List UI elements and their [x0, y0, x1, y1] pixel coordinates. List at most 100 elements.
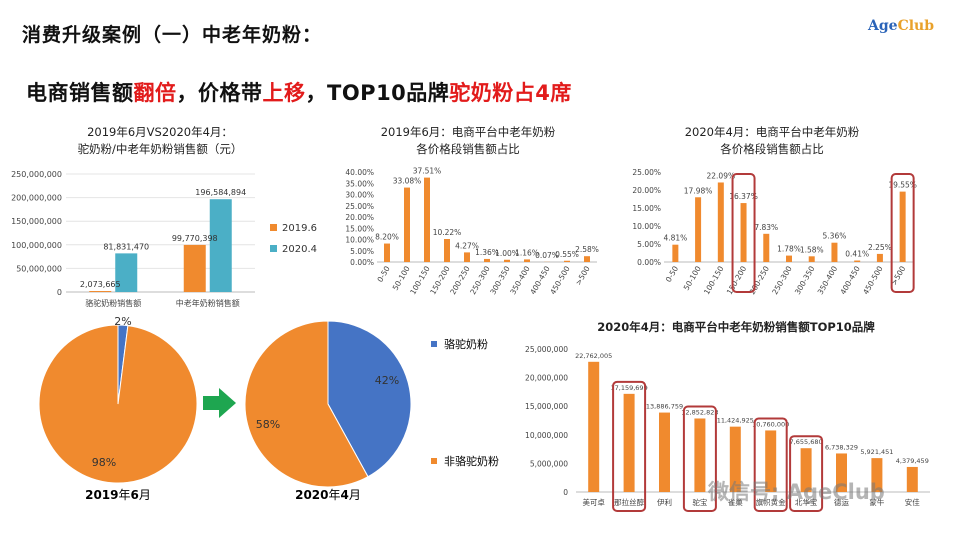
x-tick-label: 那拉丝醇	[614, 497, 644, 507]
pie-slice-label: 42%	[375, 374, 399, 387]
bar	[763, 233, 770, 262]
bar	[808, 256, 815, 262]
wechat-watermark: 微信号: AgeClub	[708, 476, 885, 506]
data-label: 11,424,925	[717, 417, 754, 425]
x-tick-label: 0-50	[375, 264, 391, 283]
data-label: 10,760,000	[752, 420, 789, 428]
data-label: 81,831,470	[103, 242, 149, 251]
bar	[871, 458, 883, 492]
chart-title-line-1: 2019年6月VS2020年4月：	[87, 125, 233, 139]
y-tick-label: 5,000,000	[530, 459, 568, 468]
data-label: 99,770,398	[172, 234, 218, 243]
data-label: 19.55%	[888, 181, 917, 190]
chart-title: 2020年4月：电商平台中老年奶粉销售额TOP10品牌	[597, 320, 875, 334]
x-tick-label: 0-50	[664, 264, 680, 283]
legend-label: 2019.6	[282, 223, 317, 234]
right-arrow-icon	[203, 388, 236, 418]
y-tick-label: 40.00%	[345, 168, 374, 177]
y-tick-label: 20.00%	[345, 213, 374, 222]
data-label: 12,852,823	[681, 408, 718, 416]
data-label: 10.22%	[433, 228, 462, 237]
data-label: 2.58%	[575, 245, 599, 254]
y-tick-label: 20.00%	[632, 186, 661, 195]
pie-legend: 骆驼奶粉 非骆驼奶粉	[431, 337, 499, 468]
data-label: 17,159,699	[610, 384, 647, 392]
bar	[800, 448, 812, 492]
y-tick-label: 0.00%	[637, 258, 661, 267]
y-tick-label: 25,000,000	[525, 345, 568, 354]
data-label: 8.20%	[375, 233, 399, 242]
bar	[729, 426, 741, 492]
data-label: 2,073,665	[80, 280, 121, 289]
x-tick-label: 伊利	[657, 497, 672, 507]
y-tick-label: 50,000,000	[16, 264, 62, 273]
pie-2020-caption: 2020年4月	[295, 488, 361, 502]
bar	[831, 242, 838, 262]
slide-title: 消费升级案例（一）中老年奶粉：	[22, 24, 323, 46]
bar	[424, 177, 430, 262]
bar	[876, 253, 883, 262]
x-tick-label: 350-400	[816, 264, 840, 296]
data-label: 22.09%	[707, 171, 736, 180]
bar	[623, 393, 635, 492]
price-2019-chart: 2019年6月：电商平台中老年奶粉 各价格段销售额占比 0.00% 5.00% 10…	[345, 125, 599, 296]
data-label: 33.08%	[393, 177, 422, 186]
y-tick-label: 0	[57, 288, 62, 297]
bar	[694, 418, 706, 492]
legend-label-noncamel: 非骆驼奶粉	[444, 454, 499, 468]
x-tick-label: 北华宝	[795, 497, 818, 507]
legend-label: 2020.4	[282, 244, 317, 255]
data-label: 22,762,005	[575, 352, 612, 360]
bar	[588, 361, 600, 492]
data-label: 2.25%	[868, 243, 892, 252]
x-tick-label: 驼宝	[692, 497, 707, 507]
y-tick-label: 10,000,000	[525, 431, 568, 440]
data-label: 7.83%	[754, 223, 778, 232]
highlight-box	[789, 435, 824, 512]
y-tick-label: 10.00%	[345, 236, 374, 245]
y-tick-label: 30.00%	[345, 191, 374, 200]
highlight-box	[890, 173, 915, 293]
data-label: 4.27%	[455, 241, 479, 250]
legend-swatch	[270, 224, 277, 231]
bar	[464, 252, 470, 262]
bar-2020.4	[115, 253, 138, 292]
bar	[524, 259, 530, 262]
data-label: 6,738,329	[825, 443, 858, 451]
data-label: 1.36%	[475, 248, 499, 257]
top10-brands-chart: 2020年4月：电商平台中老年奶粉销售额TOP10品牌 0 5,000,000 10…	[525, 320, 930, 512]
pie-charts: 2% 98% 2019年6月 42% 58% 2020年4月 骆驼奶粉 非骆驼奶粉	[38, 315, 499, 502]
bar-2020.4	[209, 199, 232, 292]
x-tick-label: 100-150	[702, 264, 726, 296]
bar	[740, 203, 747, 262]
data-label: 1.78%	[777, 245, 801, 254]
pie-slice-label: 2%	[114, 315, 131, 328]
chart-title-line-2: 驼奶粉/中老年奶粉销售额（元）	[78, 142, 243, 156]
bar	[564, 260, 570, 262]
data-label: 4,379,459	[896, 457, 929, 465]
data-label: 5.36%	[823, 232, 847, 241]
headline: 电商销售额翻倍，价格带上移，TOP10品牌驼奶粉占4席	[26, 77, 572, 107]
y-tick-label: 25.00%	[632, 168, 661, 177]
x-tick-label: 德运	[834, 497, 849, 507]
y-tick-label: 150,000,000	[11, 217, 62, 226]
y-tick-label: 100,000,000	[11, 241, 62, 250]
price-2020-chart: 2020年4月：电商平台中老年奶粉 各价格段销售额占比 0.00% 5.00% 10…	[632, 125, 917, 296]
x-tick-label: 安佳	[905, 497, 920, 507]
headline-segment: 翻倍	[133, 81, 177, 105]
pie-slice-label: 58%	[256, 418, 280, 431]
data-label: 16.37%	[729, 192, 758, 201]
y-tick-label: 0.00%	[350, 258, 374, 267]
headline-segment: 上移	[262, 81, 306, 105]
bar	[484, 258, 490, 262]
pie-slice	[38, 324, 198, 484]
data-label: 5,921,451	[860, 448, 893, 456]
bar	[584, 256, 590, 262]
x-tick-label: >500	[574, 264, 592, 287]
watermark-text: 微信号: AgeClub	[708, 480, 885, 504]
bar	[695, 197, 702, 262]
data-label: 13,886,759	[646, 403, 683, 411]
logo-club-text: Club	[897, 18, 934, 34]
bar-2019.6	[183, 244, 206, 292]
bar	[659, 412, 670, 492]
